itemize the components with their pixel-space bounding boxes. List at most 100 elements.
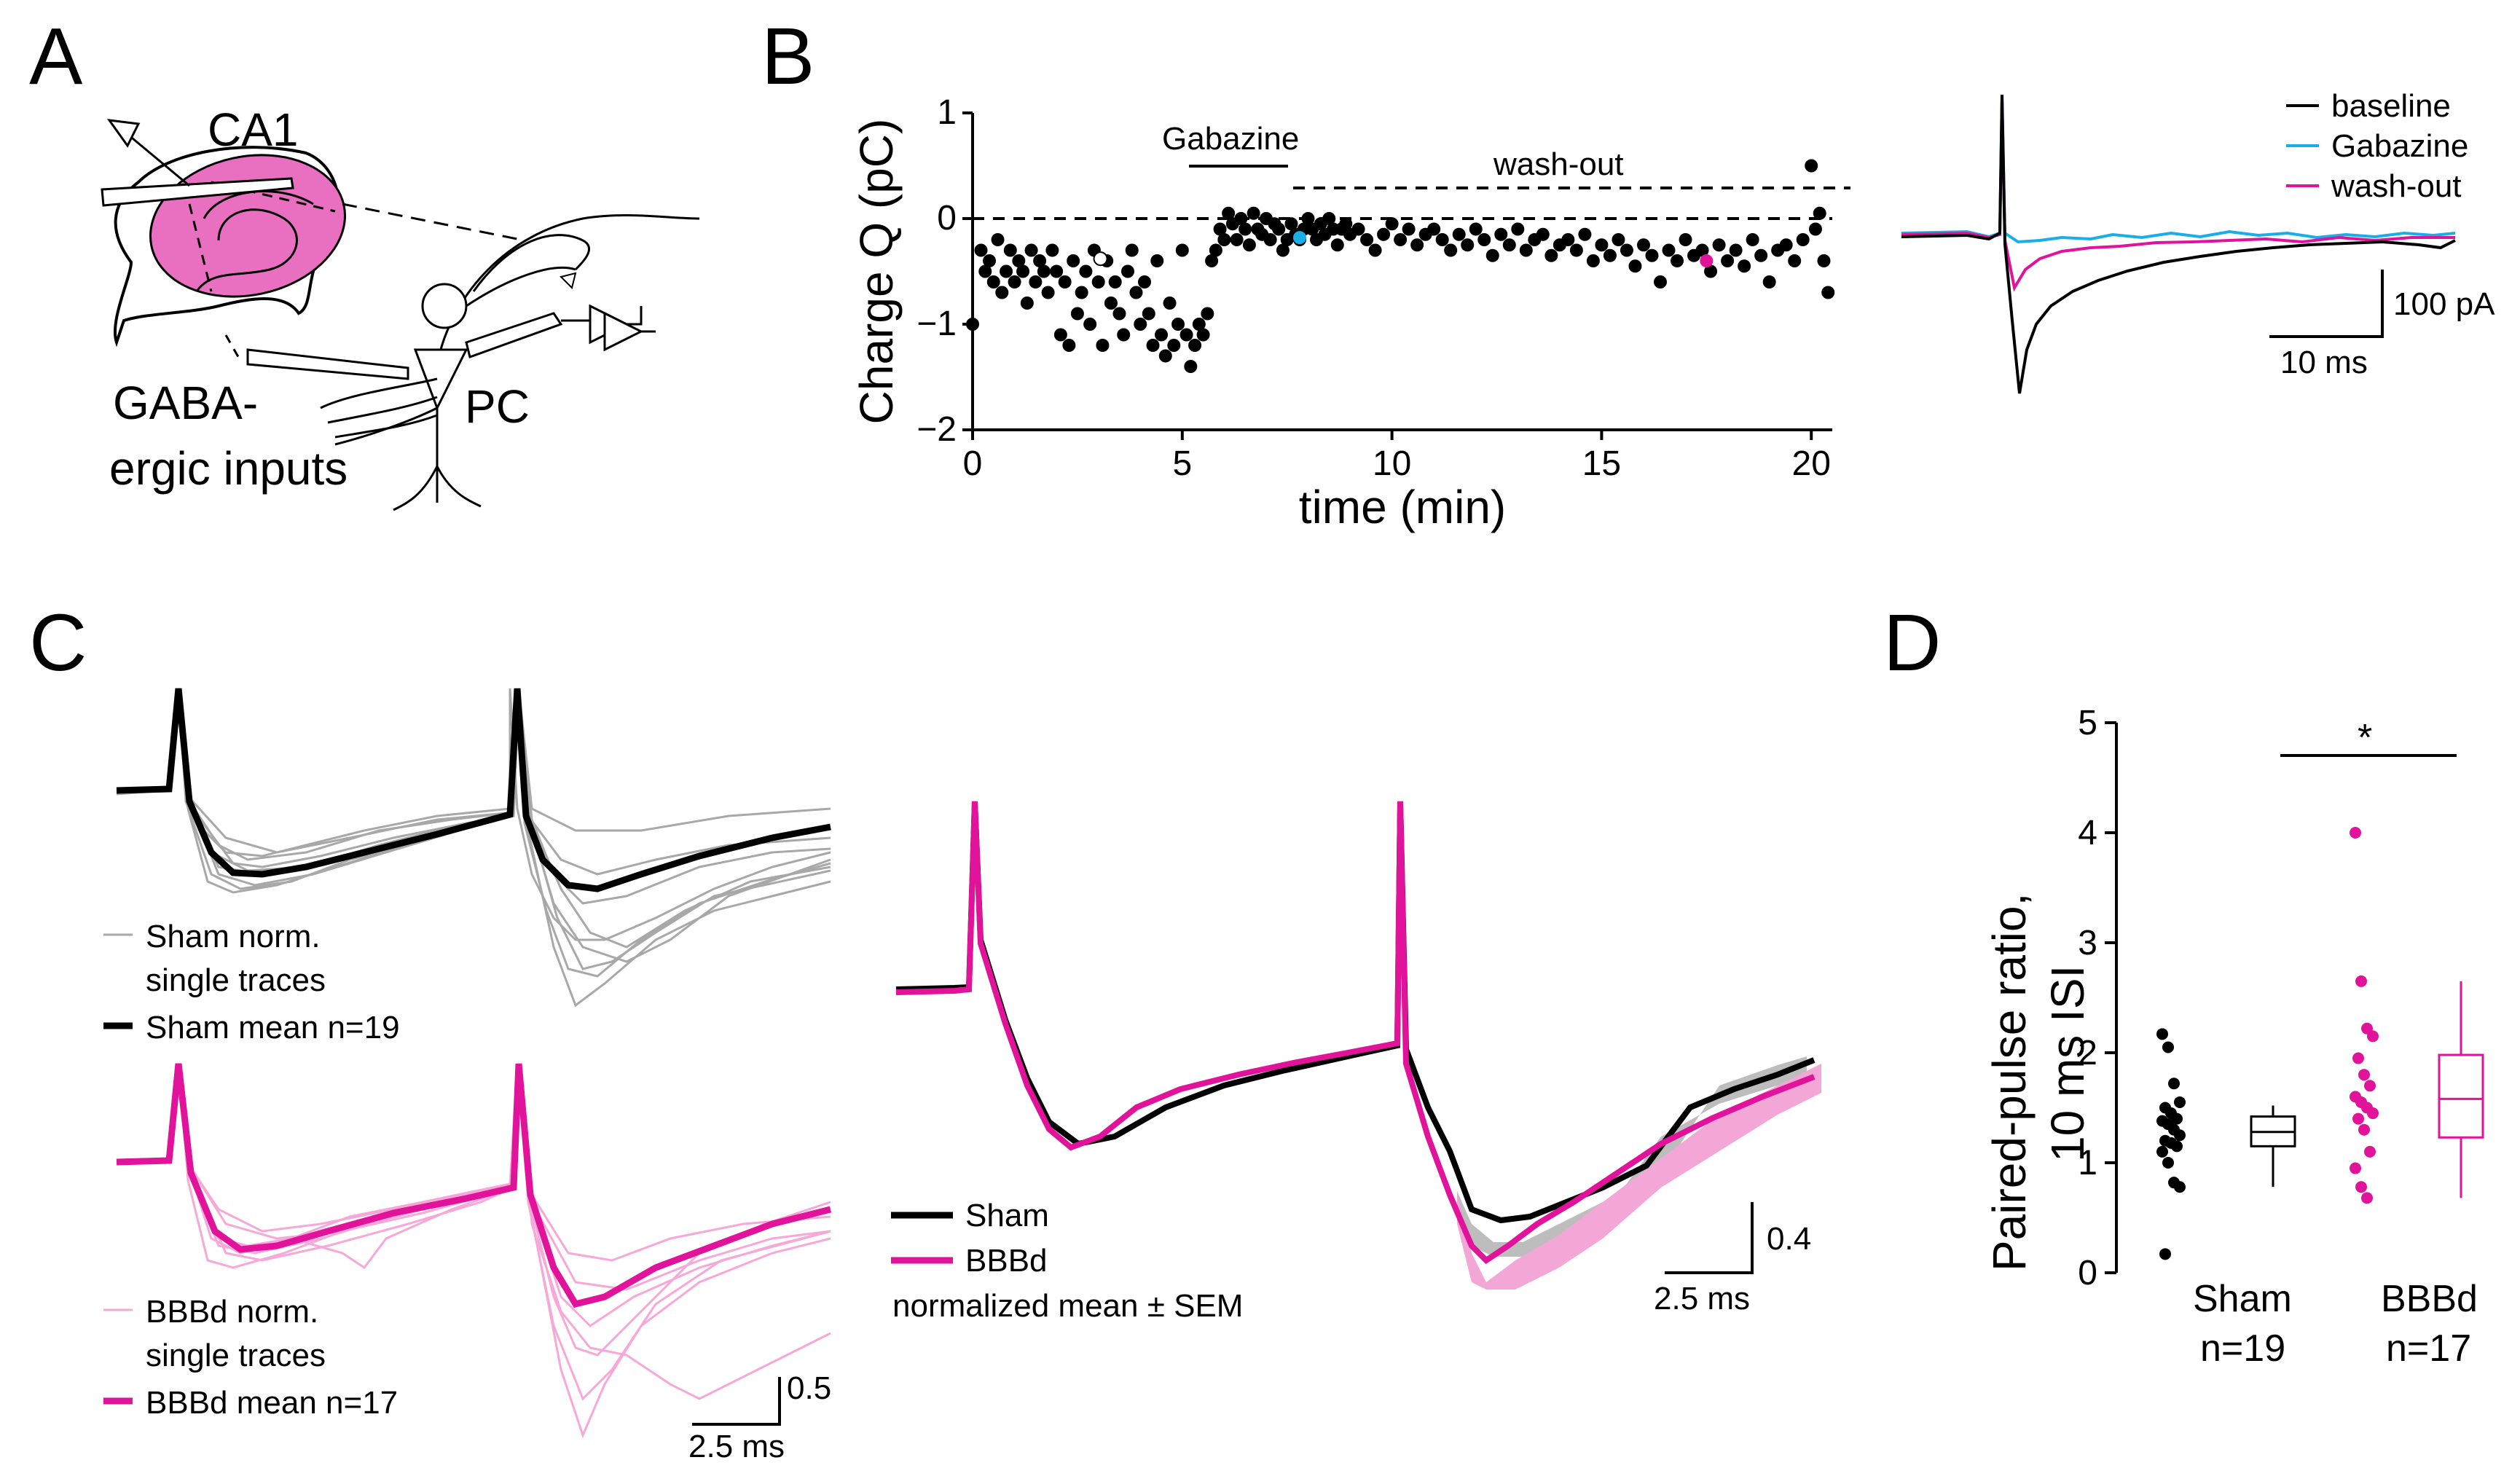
data-point	[2159, 1248, 2171, 1260]
panel-d-group-1: Sham	[2193, 1278, 2292, 1320]
data-point	[1000, 264, 1013, 278]
legend-bbbd-single-1: BBBd norm.	[146, 1294, 318, 1330]
data-point	[1645, 248, 1659, 262]
data-point	[1192, 318, 1206, 331]
data-point	[1037, 264, 1051, 278]
data-point	[1704, 264, 1718, 278]
legend-sham-single-2: single traces	[146, 962, 326, 998]
trace-baseline	[1901, 94, 2456, 394]
data-point	[1444, 243, 1458, 257]
legend-sham-mean: Sham mean n=19	[146, 1010, 400, 1045]
data-point	[1188, 339, 1202, 352]
data-point	[1494, 227, 1508, 241]
data-point	[1762, 275, 1776, 289]
data-point	[1024, 243, 1038, 257]
data-point	[1112, 307, 1126, 321]
panel-letter-b: B	[761, 12, 815, 101]
data-point	[1729, 243, 1743, 257]
x-tick-label: 20	[1792, 444, 1831, 483]
data-point	[2350, 827, 2361, 839]
data-point	[2364, 1080, 2376, 1092]
data-point	[1096, 339, 1110, 352]
y-tick-label: 5	[2078, 704, 2097, 742]
data-point	[966, 318, 979, 331]
label-pc: PC	[465, 380, 530, 433]
data-point	[1636, 238, 1650, 252]
data-point	[1485, 248, 1499, 262]
data-point	[1671, 254, 1684, 267]
data-point	[1738, 259, 1751, 273]
data-point	[983, 254, 997, 267]
panel-d: D Paired-pulse ratio, 10 ms ISI 0 1 2 3 4 5 S…	[1883, 598, 2484, 1370]
legend-gabazine: Gabazine	[2331, 128, 2468, 164]
y-tick-label: 2	[2078, 1034, 2097, 1072]
data-point	[1779, 238, 1793, 252]
data-point	[1263, 233, 1277, 246]
data-point	[1368, 243, 1382, 257]
data-point	[1201, 307, 1214, 321]
data-point	[1120, 264, 1134, 278]
data-point	[1239, 222, 1252, 236]
data-point	[1117, 328, 1131, 342]
data-point	[2352, 1052, 2364, 1064]
data-point	[1016, 264, 1030, 278]
legend-sham-compare: Sham	[965, 1198, 1049, 1233]
legend-bbbd-compare: BBBd	[965, 1243, 1048, 1279]
data-point	[995, 286, 1009, 299]
data-point	[1502, 238, 1516, 252]
sham-trace	[116, 688, 831, 876]
electrode-tip-wire	[123, 130, 190, 187]
data-point	[1808, 222, 1822, 236]
sham-mean-trace	[116, 688, 831, 892]
data-point	[1184, 360, 1198, 373]
data-point	[1519, 243, 1533, 257]
legend-sham-single-1: Sham norm.	[146, 919, 321, 954]
data-point	[1062, 339, 1076, 352]
zoom-dash-1	[342, 203, 525, 242]
scalebar-b-x: 10 ms	[2280, 345, 2368, 380]
data-point	[1045, 243, 1059, 257]
data-point	[1595, 238, 1609, 252]
scalebar-c-right-x: 2.5 ms	[1654, 1281, 1750, 1316]
data-point	[1301, 212, 1315, 225]
y-axis-title: Charge Q (pC)	[850, 119, 903, 425]
data-point	[1083, 318, 1097, 331]
data-point	[1075, 286, 1088, 299]
data-point	[2355, 975, 2367, 987]
data-point	[1695, 243, 1709, 257]
data-point	[2162, 1041, 2174, 1053]
data-point	[991, 233, 1005, 246]
data-point	[1788, 254, 1802, 267]
scalebar-b	[2269, 270, 2384, 338]
data-point	[1234, 212, 1248, 225]
data-point	[1129, 286, 1143, 299]
bbbd-trace	[116, 1063, 831, 1291]
data-point	[1662, 243, 1676, 257]
data-point	[1754, 248, 1768, 262]
electrode-arrow-icon	[106, 119, 141, 148]
data-point	[1196, 328, 1210, 342]
panel-letter-c: C	[29, 598, 87, 688]
panel-d-ylabel-2: 10 ms ISI	[2041, 965, 2094, 1162]
data-point	[1150, 254, 1164, 267]
data-point	[974, 243, 988, 257]
data-point	[1171, 318, 1185, 331]
data-point	[1435, 233, 1449, 246]
data-point	[1079, 264, 1093, 278]
data-point	[2367, 1107, 2379, 1120]
data-point	[2156, 1028, 2168, 1040]
scalebar-b-y: 100 pA	[2393, 286, 2495, 322]
data-point	[1394, 233, 1408, 246]
data-point	[2358, 1069, 2370, 1081]
data-point	[1242, 238, 1256, 252]
highlight-point	[1700, 254, 1714, 267]
data-point	[1067, 254, 1080, 267]
data-point	[2364, 1145, 2376, 1158]
data-point	[2352, 1112, 2364, 1125]
data-point	[1217, 233, 1231, 246]
label-gaba-1: GABA-	[113, 377, 258, 429]
data-point	[1679, 233, 1692, 246]
data-point	[1620, 243, 1633, 257]
bbbd-mean-compare	[895, 801, 1816, 1265]
